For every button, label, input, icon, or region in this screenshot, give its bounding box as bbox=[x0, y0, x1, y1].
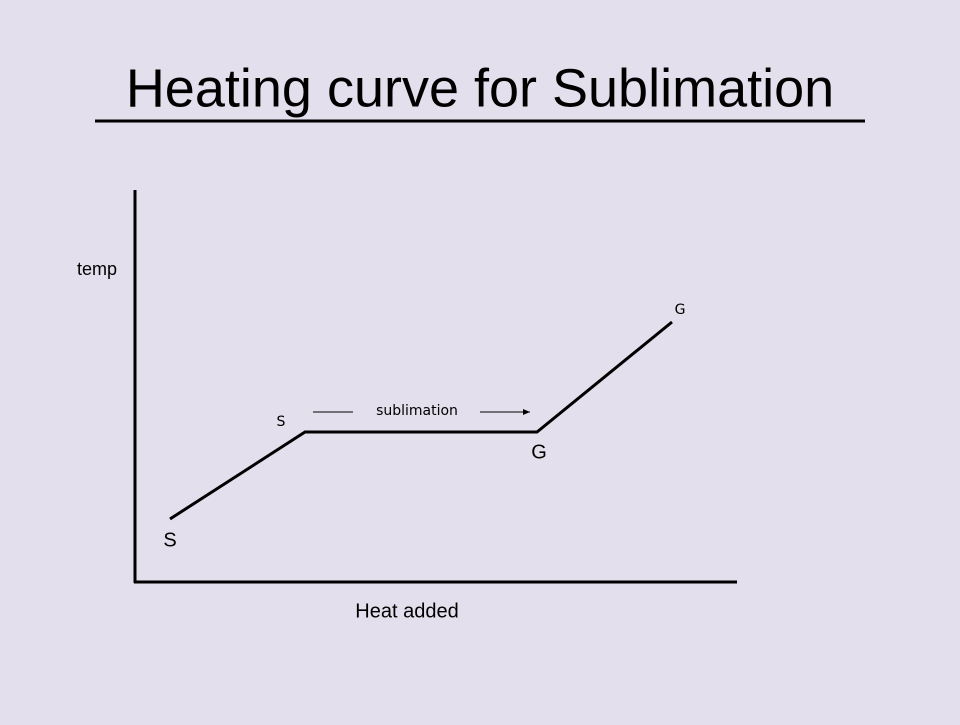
y-axis-label: temp bbox=[77, 259, 117, 279]
transition-label: sublimation bbox=[376, 403, 458, 419]
phase-label: S bbox=[277, 414, 286, 430]
slide-title: Heating curve for Sublimation bbox=[126, 58, 834, 118]
x-axis-label: Heat added bbox=[355, 600, 458, 622]
phase-label: G bbox=[675, 302, 686, 318]
phase-label: S bbox=[163, 529, 176, 551]
phase-label: G bbox=[531, 441, 547, 463]
heating-curve bbox=[169, 320, 673, 521]
